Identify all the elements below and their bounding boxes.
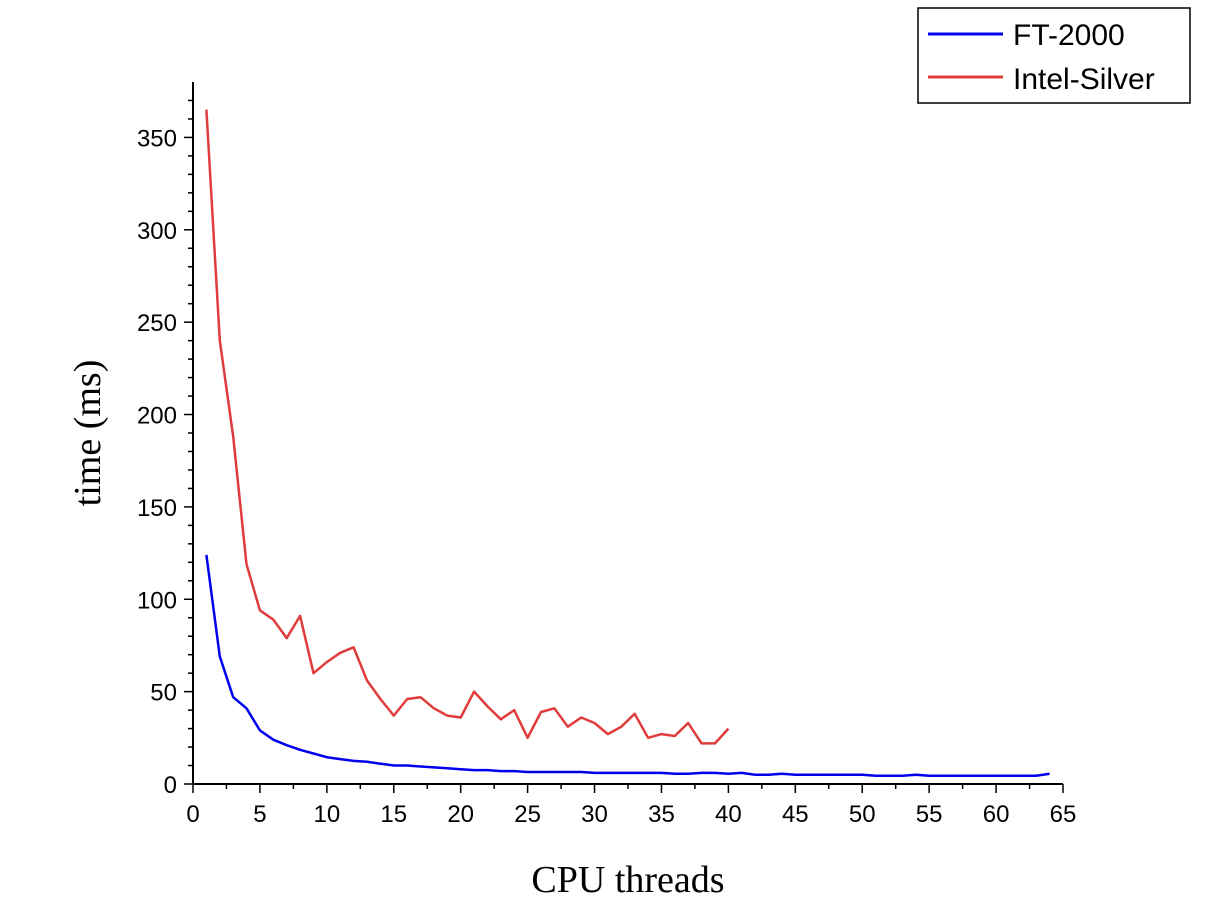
legend-label-intel-silver: Intel-Silver xyxy=(1013,63,1155,96)
x-tick-label: 55 xyxy=(916,801,943,828)
y-axis: 0 50 100 150 200 250 300 350 xyxy=(137,82,194,799)
y-tick-label: 350 xyxy=(137,125,177,152)
x-tick-label: 20 xyxy=(447,801,474,828)
plot-lines xyxy=(205,109,1050,777)
x-tick-label: 10 xyxy=(313,801,340,828)
legend-box xyxy=(917,7,1191,104)
y-tick-label: 300 xyxy=(137,218,177,245)
y-tick-label: 50 xyxy=(150,680,177,707)
x-tick-label: 0 xyxy=(186,801,199,828)
y-tick-label: 0 xyxy=(164,772,177,799)
x-tick-label: 60 xyxy=(983,801,1010,828)
legend: FT-2000 Intel-Silver xyxy=(917,7,1191,104)
x-tick-label: 30 xyxy=(581,801,608,828)
y-tick-label: 150 xyxy=(137,495,177,522)
y-tick-label: 100 xyxy=(137,587,177,614)
x-tick-label: 65 xyxy=(1050,801,1077,828)
x-tick-label: 40 xyxy=(715,801,742,828)
x-tick-label: 45 xyxy=(782,801,809,828)
series-line-ft-2000 xyxy=(205,554,1050,777)
y-axis-title: time (ms) xyxy=(67,360,109,507)
x-tick-label: 35 xyxy=(648,801,675,828)
x-axis-title: CPU threads xyxy=(531,859,724,901)
x-axis: 0 5 10 15 20 25 30 35 40 45 50 55 60 65 xyxy=(186,783,1077,828)
x-tick-label: 25 xyxy=(514,801,541,828)
x-tick-label: 50 xyxy=(849,801,876,828)
x-tick-label: 5 xyxy=(253,801,266,828)
y-tick-label: 200 xyxy=(137,403,177,430)
legend-label-ft-2000: FT-2000 xyxy=(1013,19,1125,52)
series-line-intel-silver xyxy=(205,109,730,745)
x-tick-label: 15 xyxy=(380,801,407,828)
y-tick-label: 250 xyxy=(137,310,177,337)
